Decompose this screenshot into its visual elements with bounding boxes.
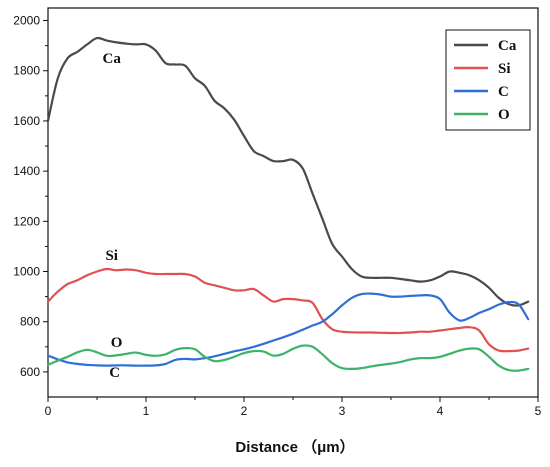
legend: Ca Si CO	[445, 29, 531, 131]
annotation-label: C	[109, 365, 120, 381]
y-tick-label: 600	[20, 365, 40, 379]
y-tick-label: 1200	[13, 214, 40, 228]
annotation-label: Si	[105, 248, 118, 264]
annotation-layer: Ca Si OC	[103, 51, 123, 381]
y-tick-label: 1400	[13, 164, 40, 178]
y-tick-label: 1000	[13, 265, 40, 279]
annotation-label: Ca	[103, 51, 122, 67]
series-layer	[46, 36, 530, 372]
y-tick-label: 1800	[13, 64, 40, 78]
legend-label: Si	[498, 61, 511, 77]
y-tick-label: 1600	[13, 114, 40, 128]
x-tick-label: 0	[45, 404, 52, 418]
axes-layer: 0 1 2 3 4 5 600 800 1000 1200 1400 1600 1800 2000	[13, 14, 541, 418]
series-line-o	[46, 344, 530, 372]
legend-label: O	[498, 107, 510, 123]
x-tick-label: 5	[535, 404, 542, 418]
legend-label: C	[498, 84, 509, 100]
y-tick-label: 2000	[13, 14, 40, 28]
y-tick-label: 800	[20, 315, 40, 329]
series-line-c	[46, 292, 530, 367]
annotation-label: O	[111, 335, 123, 351]
x-tick-label: 1	[143, 404, 150, 418]
x-tick-label: 2	[241, 404, 248, 418]
x-tick-label: 4	[437, 404, 444, 418]
series-line-ca	[46, 36, 530, 307]
x-axis-title: Distance （μm）	[235, 438, 354, 456]
x-tick-label: 3	[339, 404, 346, 418]
legend-label: Ca	[498, 38, 517, 54]
series-line-si	[46, 267, 530, 353]
